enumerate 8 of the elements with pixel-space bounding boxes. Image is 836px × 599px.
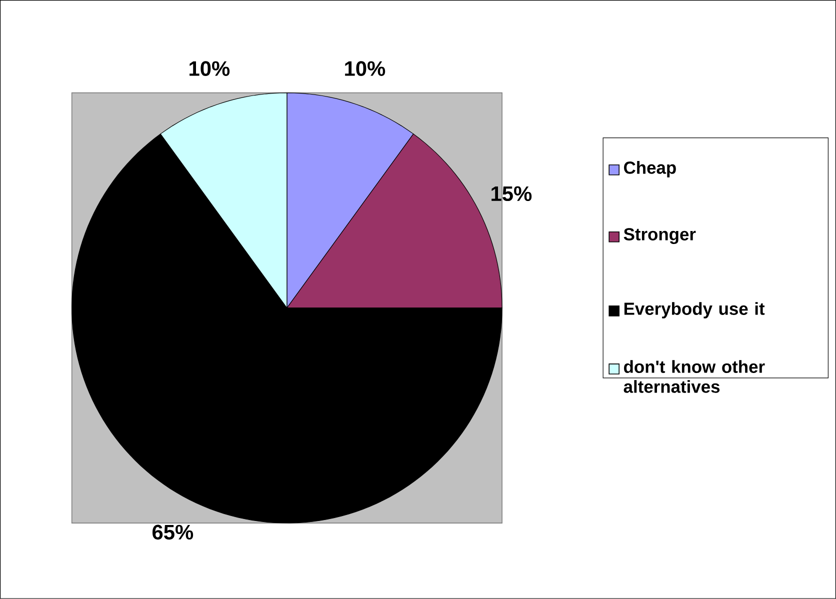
legend-label: Cheap: [624, 161, 676, 178]
data-label: 10%: [345, 61, 386, 76]
legend-label: Everybody use it: [624, 302, 765, 318]
data-label: 10%: [190, 61, 230, 76]
legend-label: Stronger: [624, 228, 696, 244]
legend-label: don't know other alternatives: [624, 360, 765, 393]
data-label: 65%: [152, 524, 194, 540]
data-label: 15%: [492, 186, 532, 202]
